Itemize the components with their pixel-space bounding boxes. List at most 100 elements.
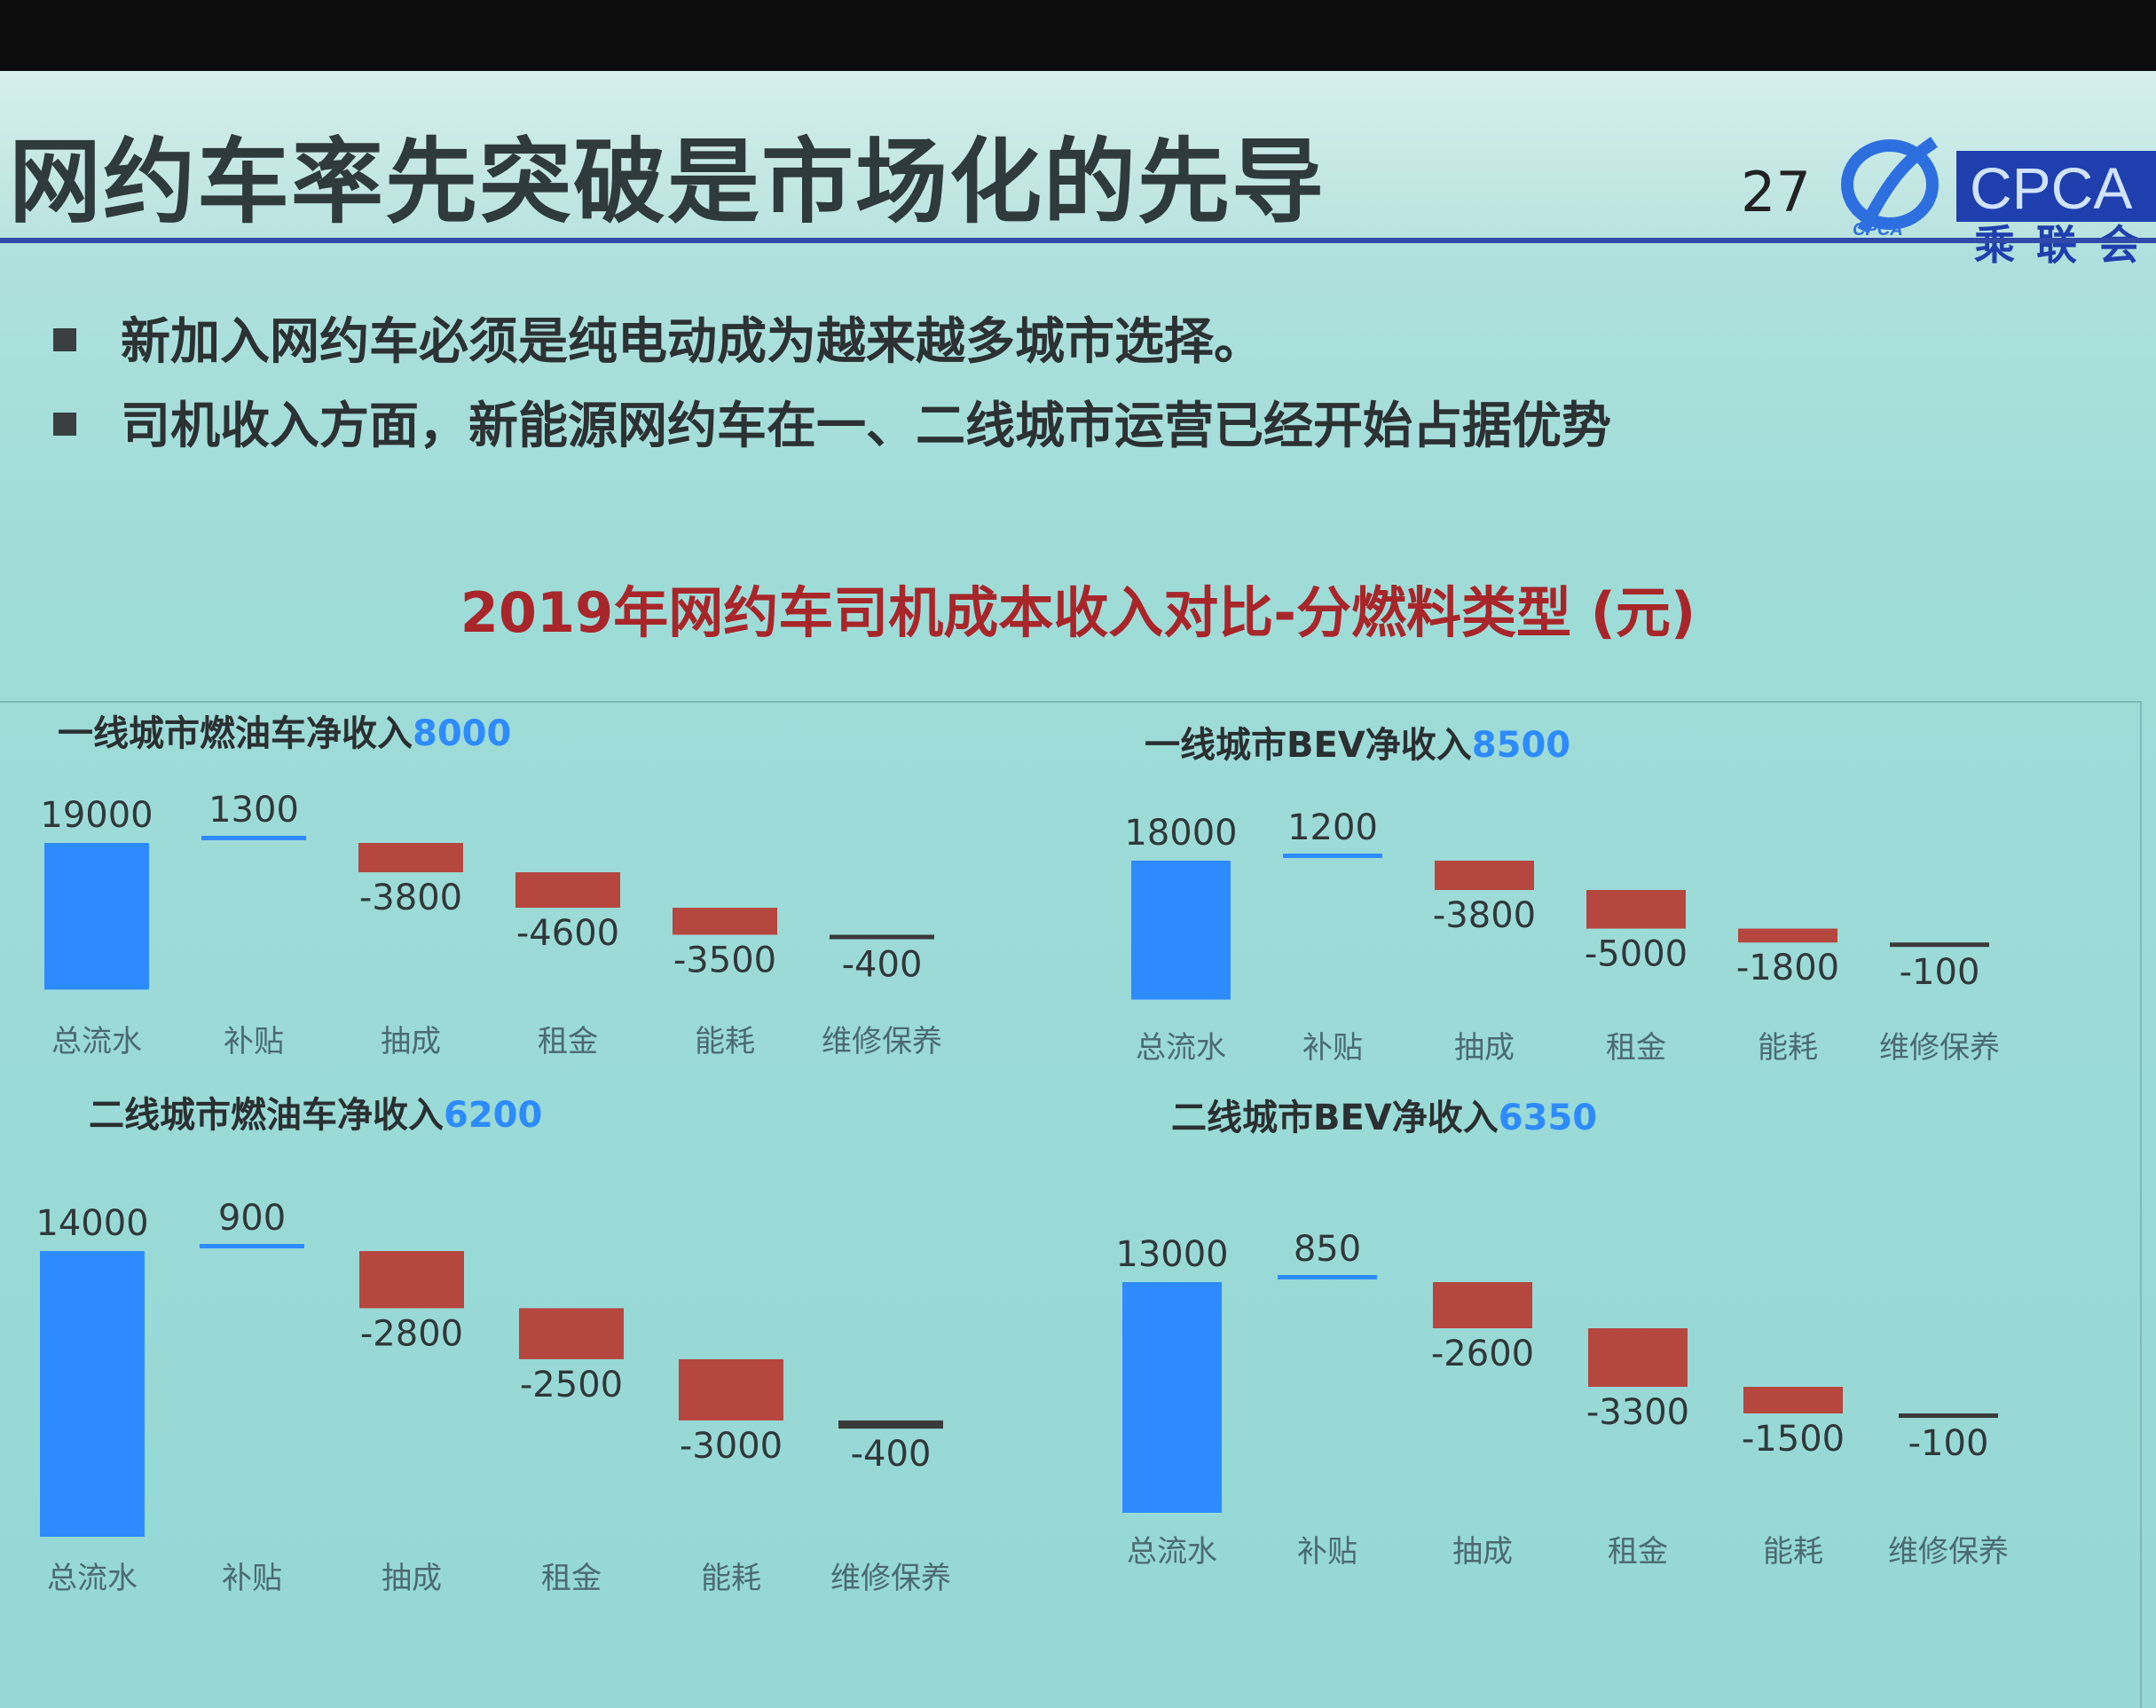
value-label: 14000 — [35, 1203, 148, 1244]
category-label: 补贴 — [222, 1561, 282, 1596]
chart-net-value: 6200 — [444, 1095, 542, 1136]
chart-subtitle: 一线城市BEV净收入8500 — [1145, 725, 1570, 766]
category-label: 能耗 — [1758, 1030, 1818, 1066]
value-label: -100 — [1908, 1423, 1989, 1464]
category-label: 维修保养 — [822, 1024, 942, 1059]
chart-net-value: 8000 — [413, 713, 511, 754]
bar-cost — [359, 1251, 464, 1309]
bar-total — [44, 843, 149, 990]
bar-cost — [1743, 1387, 1843, 1413]
category-label: 维修保养 — [1879, 1030, 2000, 1066]
category-label: 抽成 — [1452, 1534, 1513, 1570]
logo-cn: 乘联会 — [1974, 221, 2156, 269]
bullet-item: 新加入网约车必须是纯电动成为越来越多城市选择。 — [53, 302, 1263, 374]
bar-total — [40, 1251, 145, 1537]
value-label: -2800 — [360, 1313, 463, 1354]
value-label: 1200 — [1287, 807, 1378, 848]
logo-subtext: CPCA — [1853, 220, 1903, 240]
category-label: 补贴 — [1302, 1030, 1363, 1066]
category-label: 能耗 — [1763, 1534, 1823, 1570]
bullet-square-icon — [53, 327, 76, 351]
chart-frame — [0, 701, 2142, 1708]
category-label: 抽成 — [381, 1024, 441, 1059]
category-label: 抽成 — [1454, 1030, 1515, 1066]
bullet-text: 司机收入方面，新能源网约车在一、二线城市运营已经开始占据优势 — [121, 397, 1611, 455]
title-band — [0, 71, 2156, 240]
bullet-square-icon — [53, 412, 76, 436]
category-label: 补贴 — [224, 1024, 284, 1059]
value-label: 850 — [1294, 1229, 1361, 1270]
bar-cost — [519, 1308, 624, 1359]
bar-cost — [1899, 1413, 1998, 1418]
bar-cost — [1890, 942, 1989, 948]
value-label: -1800 — [1736, 948, 1839, 988]
bar-subsidy — [200, 1244, 304, 1248]
value-label: 19000 — [40, 795, 153, 836]
chart-net-value: 6350 — [1499, 1098, 1597, 1138]
category-label: 租金 — [1606, 1030, 1666, 1066]
category-label: 抽成 — [382, 1561, 442, 1596]
value-label: -100 — [1900, 952, 1980, 993]
chart-subtitle: 一线城市燃油车净收入8000 — [58, 713, 511, 754]
category-label: 租金 — [1608, 1534, 1668, 1570]
chart-net-value: 8500 — [1472, 725, 1570, 766]
chart-subtitle-label: 一线城市BEV净收入 — [1145, 725, 1472, 766]
value-label: 18000 — [1124, 813, 1237, 854]
value-label: 900 — [218, 1198, 286, 1239]
category-label: 能耗 — [695, 1024, 755, 1059]
chart-subtitle: 二线城市BEV净收入6350 — [1171, 1098, 1597, 1138]
category-label: 租金 — [538, 1024, 598, 1059]
bar-subsidy — [201, 836, 306, 840]
cpca-logo-icon: CPCA CPCA — [1841, 137, 2156, 240]
value-label: -3800 — [1433, 895, 1536, 936]
bar-subsidy — [1283, 854, 1382, 858]
bar-subsidy — [1278, 1275, 1377, 1279]
chart-title: 2019年网约车司机成本收入对比-分燃料类型 (元) — [460, 580, 1696, 645]
bar-cost — [838, 1420, 943, 1429]
category-label: 租金 — [541, 1561, 602, 1596]
value-label: -2600 — [1431, 1334, 1534, 1374]
value-label: -3300 — [1586, 1392, 1689, 1433]
slide: 网约车率先突破是市场化的先导 27 CPCA CPCA 乘联会 新加入网约车必须… — [0, 71, 2156, 1708]
value-label: -4600 — [516, 913, 619, 954]
category-label: 维修保养 — [830, 1561, 951, 1596]
bar-total — [1122, 1282, 1222, 1513]
bar-cost — [673, 908, 777, 935]
value-label: -3800 — [359, 878, 462, 918]
logo-ring — [1841, 139, 1939, 230]
chart-subtitle-label: 二线城市燃油车净收入 — [89, 1095, 444, 1136]
value-label: -400 — [842, 945, 923, 986]
category-label: 总流水 — [1127, 1534, 1217, 1570]
category-label: 总流水 — [51, 1024, 142, 1059]
value-label: -1500 — [1742, 1419, 1845, 1460]
bar-cost — [679, 1358, 783, 1421]
value-label: -2500 — [520, 1365, 623, 1405]
chart-subtitle-label: 二线城市BEV净收入 — [1171, 1098, 1499, 1138]
bar-cost — [1588, 1328, 1688, 1387]
page-number: 27 — [1741, 160, 1811, 224]
value-label: -5000 — [1585, 934, 1688, 975]
logo-box — [1956, 151, 2156, 222]
category-label: 总流水 — [47, 1561, 138, 1596]
value-label: 1300 — [209, 790, 299, 830]
page-title: 网约车率先突破是市场化的先导 — [9, 128, 1326, 236]
category-label: 维修保养 — [1888, 1534, 2009, 1570]
bullet-item: 司机收入方面，新能源网约车在一、二线城市运营已经开始占据优势 — [53, 386, 1611, 458]
bar-cost — [1433, 1282, 1532, 1328]
logo-swoosh — [1857, 137, 1938, 234]
bar-total — [1131, 861, 1231, 1000]
bar-cost — [358, 843, 463, 873]
chart-subtitle: 二线城市燃油车净收入6200 — [89, 1095, 542, 1136]
bar-cost — [1586, 890, 1686, 929]
title-rule — [0, 238, 2156, 243]
logo-text: CPCA — [1970, 155, 2132, 221]
category-label: 补贴 — [1297, 1534, 1357, 1570]
value-label: 13000 — [1115, 1234, 1228, 1275]
value-label: -3500 — [673, 941, 776, 981]
bar-cost — [1738, 928, 1837, 943]
bar-cost — [830, 934, 934, 940]
value-label: -400 — [851, 1434, 932, 1475]
bar-cost — [1435, 861, 1534, 891]
value-label: -3000 — [680, 1426, 783, 1467]
category-label: 总流水 — [1136, 1030, 1226, 1066]
